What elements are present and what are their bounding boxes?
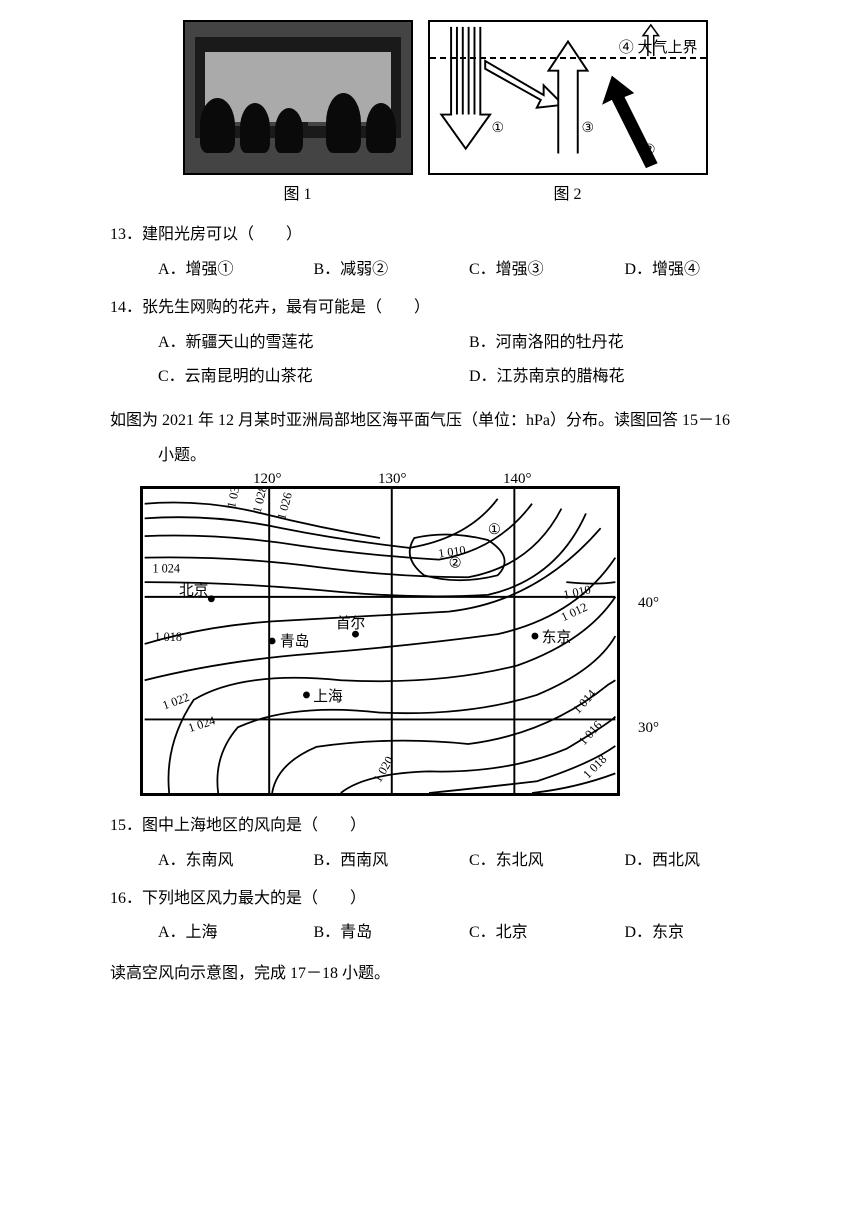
map-svg: 北京 青岛 首尔 上海 东京 1 030 1 028 1 026 1 024 1… [143, 489, 617, 793]
svg-text:东京: 东京 [542, 629, 571, 646]
question-15: 15．图中上海地区的风向是（ ） A．东南风 B．西南风 C．东北风 D．西北风 [110, 811, 780, 876]
figures-row: ④ 大气上界 ① ② ③ [110, 20, 780, 175]
svg-text:1 012: 1 012 [559, 600, 590, 624]
q15-opt-c[interactable]: C．东北风 [469, 846, 625, 876]
pressure-map-container: 120° 130° 140° 40° 30° [140, 486, 780, 796]
svg-text:1 024: 1 024 [152, 561, 180, 575]
q14-stem: 14．张先生网购的花卉，最有可能是（ ） [110, 293, 780, 323]
fig1-caption: 图 1 [183, 180, 413, 210]
figure-1-sunroom [183, 20, 413, 175]
svg-text:1 010: 1 010 [562, 582, 592, 601]
lon-140: 140° [503, 465, 532, 494]
q14-opt-a[interactable]: A．新疆天山的雪莲花 [158, 328, 469, 358]
lon-120: 120° [253, 465, 282, 494]
figure-labels: 图 1 图 2 [110, 180, 780, 210]
question-16: 16．下列地区风力最大的是（ ） A．上海 B．青岛 C．北京 D．东京 [110, 884, 780, 949]
intro-17-18: 读高空风向示意图，完成 17－18 小题。 [110, 959, 780, 989]
q16-stem: 16．下列地区风力最大的是（ ） [110, 884, 780, 914]
intro-15-16-line1: 如图为 2021 年 12 月某时亚洲局部地区海平面气压（单位：hPa）分布。读… [110, 406, 780, 436]
fig2-num-3: ③ [582, 116, 595, 143]
fig2-num-1: ① [492, 116, 505, 143]
q13-options: A．增强① B．减弱② C．增强③ D．增强④ [110, 255, 780, 285]
svg-text:1 018: 1 018 [154, 630, 182, 644]
svg-text:②: ② [449, 556, 462, 572]
question-13: 13．建阳光房可以（ ） A．增强① B．减弱② C．增强③ D．增强④ [110, 220, 780, 285]
q13-opt-b[interactable]: B．减弱② [314, 255, 470, 285]
svg-text:1 022: 1 022 [160, 690, 191, 713]
q14-opt-b[interactable]: B．河南洛阳的牡丹花 [469, 328, 780, 358]
fig2-num-2: ② [643, 138, 656, 165]
lon-130: 130° [378, 465, 407, 494]
svg-text:上海: 上海 [313, 688, 343, 705]
fig2-top-label: ④ 大气上界 [619, 34, 698, 63]
q16-opt-a[interactable]: A．上海 [158, 918, 314, 948]
q13-opt-a[interactable]: A．增强① [158, 255, 314, 285]
svg-text:青岛: 青岛 [280, 633, 309, 650]
lat-40: 40° [638, 589, 659, 618]
svg-text:1 030: 1 030 [224, 489, 243, 509]
q14-opt-c[interactable]: C．云南昆明的山茶花 [158, 362, 469, 392]
q16-options: A．上海 B．青岛 C．北京 D．东京 [110, 918, 780, 948]
q16-opt-d[interactable]: D．东京 [625, 918, 781, 948]
intro-15-16-line2: 小题。 [110, 441, 780, 471]
q15-opt-b[interactable]: B．西南风 [314, 846, 470, 876]
q13-opt-c[interactable]: C．增强③ [469, 255, 625, 285]
fig2-caption: 图 2 [428, 180, 708, 210]
q13-opt-d[interactable]: D．增强④ [625, 255, 781, 285]
svg-text:北京: 北京 [179, 582, 208, 599]
q15-opt-a[interactable]: A．东南风 [158, 846, 314, 876]
q14-options: A．新疆天山的雪莲花 B．河南洛阳的牡丹花 C．云南昆明的山茶花 D．江苏南京的… [110, 328, 780, 397]
figure-2-radiation: ④ 大气上界 ① ② ③ [428, 20, 708, 175]
q15-stem: 15．图中上海地区的风向是（ ） [110, 811, 780, 841]
q15-opt-d[interactable]: D．西北风 [625, 846, 781, 876]
q16-opt-c[interactable]: C．北京 [469, 918, 625, 948]
svg-text:1 016: 1 016 [576, 718, 605, 748]
lat-30: 30° [638, 714, 659, 743]
question-14: 14．张先生网购的花卉，最有可能是（ ） A．新疆天山的雪莲花 B．河南洛阳的牡… [110, 293, 780, 396]
q16-opt-b[interactable]: B．青岛 [314, 918, 470, 948]
pressure-map: 120° 130° 140° 40° 30° [140, 486, 620, 796]
svg-text:①: ① [488, 522, 501, 538]
q15-options: A．东南风 B．西南风 C．东北风 D．西北风 [110, 846, 780, 876]
q14-opt-d[interactable]: D．江苏南京的腊梅花 [469, 362, 780, 392]
svg-text:1 024: 1 024 [186, 713, 217, 735]
svg-text:1 026: 1 026 [274, 491, 295, 521]
svg-text:1 014: 1 014 [570, 687, 599, 717]
q13-stem: 13．建阳光房可以（ ） [110, 220, 780, 250]
svg-text:首尔: 首尔 [336, 615, 365, 632]
